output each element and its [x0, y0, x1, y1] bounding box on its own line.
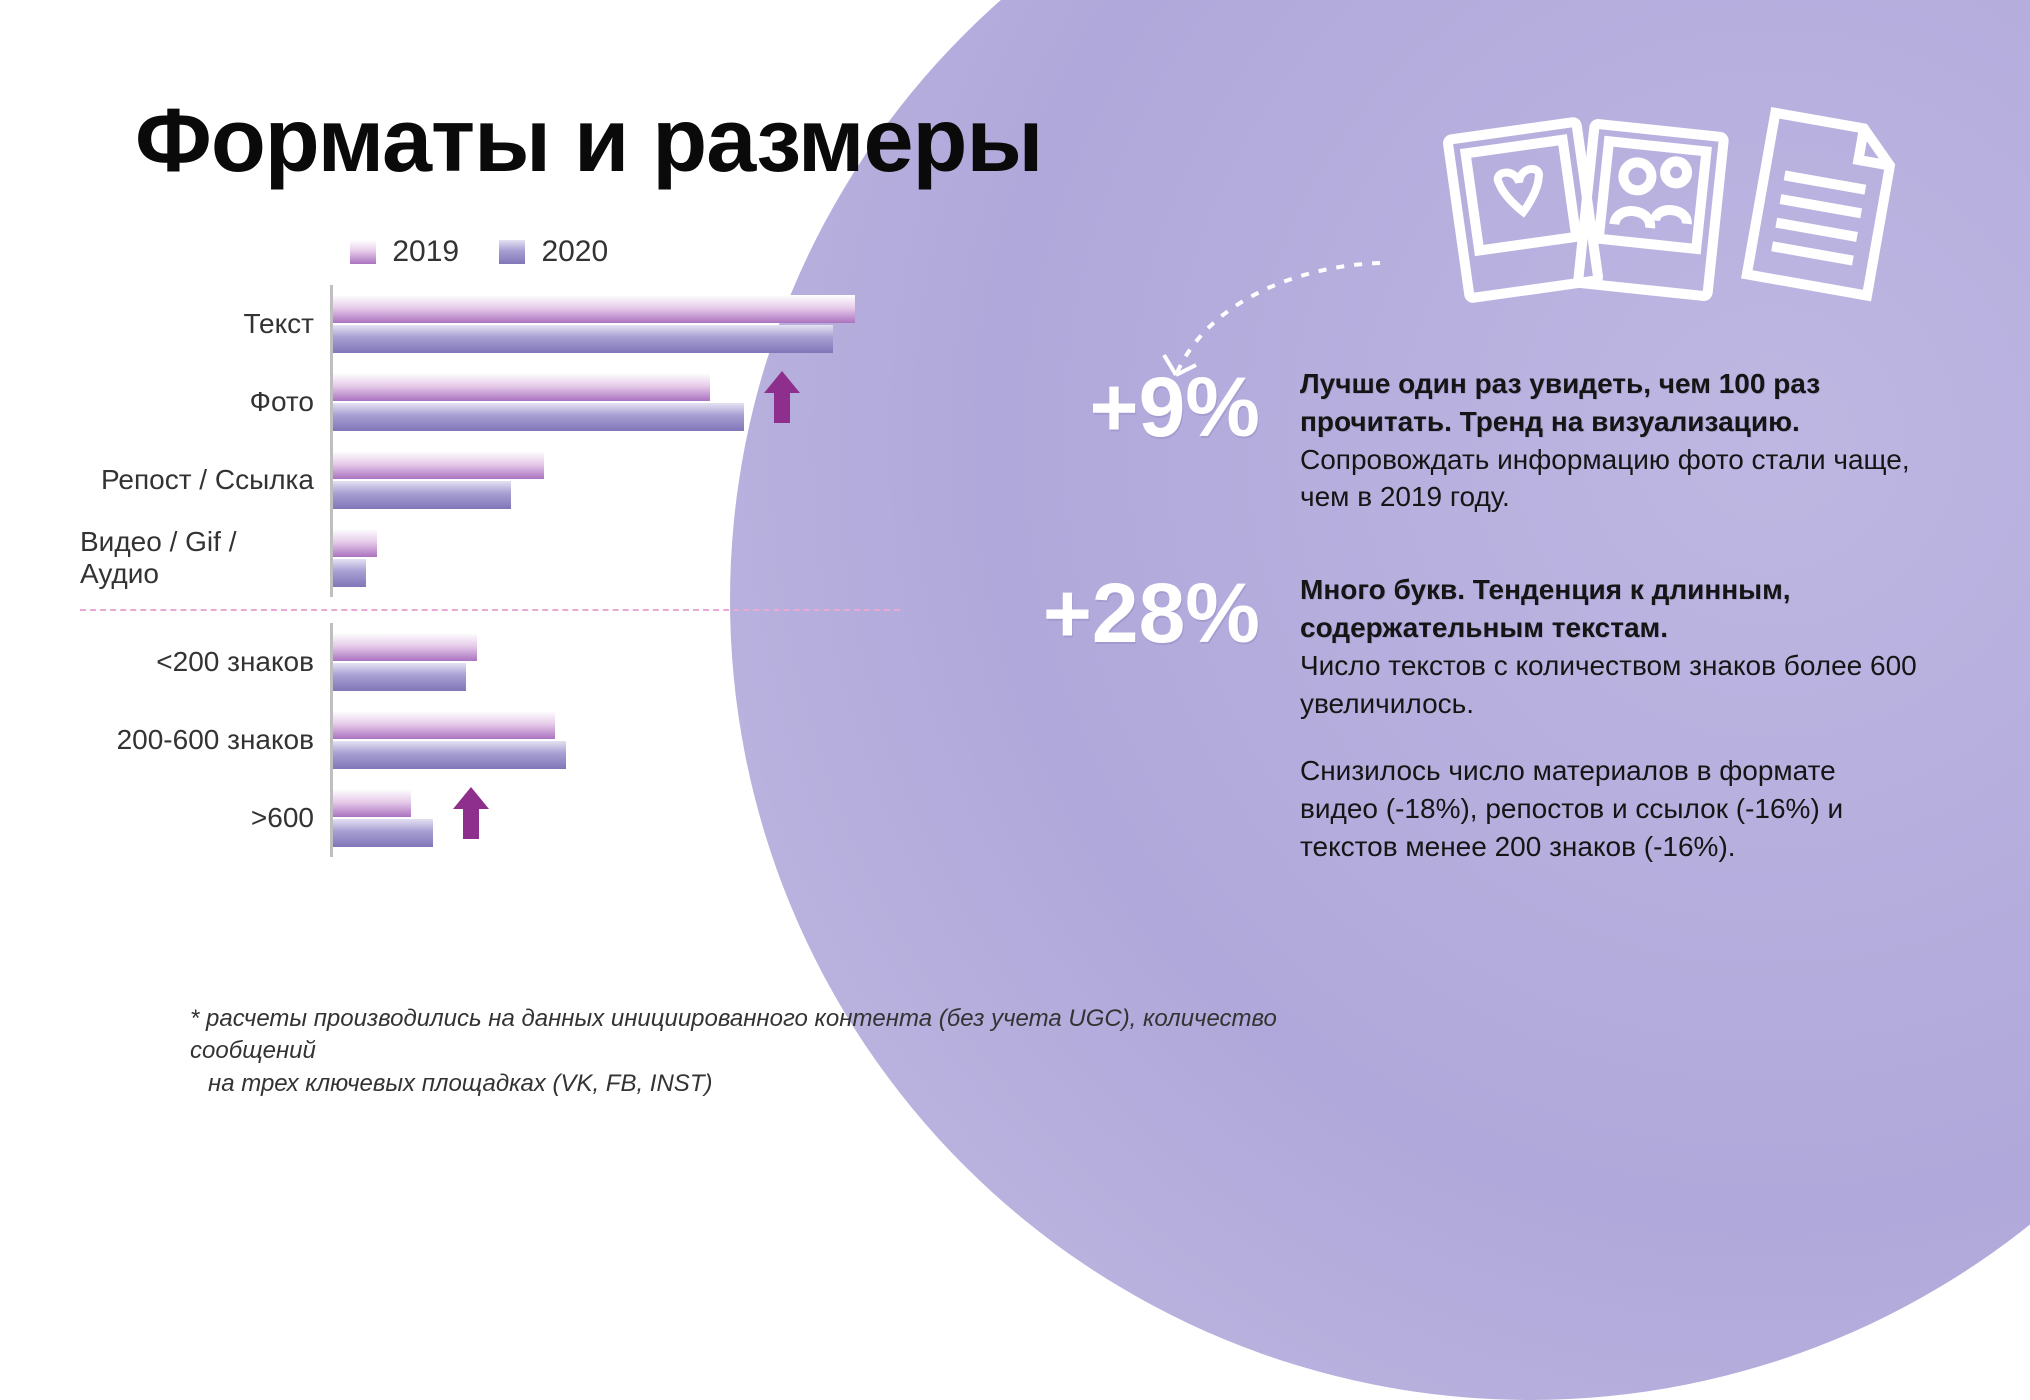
callout-2-body: Число текстов с количеством знаков более… — [1300, 647, 1920, 723]
callout-1-body: Сопровождать информацию фото стали чаще,… — [1300, 441, 1920, 517]
trend-up-arrow-icon — [451, 785, 491, 841]
footnote-line2: на трех ключевых площадках (VK, FB, INST… — [190, 1068, 1390, 1100]
callout-2-extra: Снизилось число материалов в формате вид… — [1300, 752, 1920, 865]
bar-2020 — [333, 559, 366, 587]
bar-2019 — [333, 295, 855, 323]
bar-2019 — [333, 373, 710, 401]
chart-category-label: Фото — [250, 363, 314, 441]
bar-2020 — [333, 663, 466, 691]
legend-item-2019: 2019 — [350, 235, 459, 269]
footnote-line1: * расчеты производились на данных иниции… — [190, 1003, 1390, 1068]
callouts: +9% Лучше один раз увидеть, чем 100 раз … — [980, 365, 1930, 921]
legend-swatch-2019 — [350, 240, 376, 264]
bar-2020 — [333, 481, 511, 509]
chart-legend: 2019 2020 — [350, 235, 608, 269]
callout-2: +28% Много букв. Тенденция к длинным, со… — [980, 571, 1930, 866]
trend-up-arrow-icon — [762, 369, 802, 425]
chart-category-label: <200 знаков — [156, 623, 314, 701]
chart-row — [333, 285, 900, 363]
chart-row — [333, 779, 900, 857]
photo-people-icon — [1567, 113, 1735, 308]
callout-2-headline: Много букв. Тенденция к длинным, содержа… — [1300, 571, 1920, 647]
bar-2019 — [333, 633, 477, 661]
bar-2019 — [333, 529, 377, 557]
chart-row — [333, 519, 900, 597]
chart-row — [333, 701, 900, 779]
chart-category-label: Текст — [244, 285, 315, 363]
chart-category-label: Репост / Ссылка — [101, 441, 314, 519]
chart-formats: ТекстФотоРепост / СсылкаВидео / Gif / Ау… — [80, 285, 900, 597]
chart-category-label: 200-600 знаков — [117, 701, 314, 779]
chart-sizes: <200 знаков200-600 знаков>600 — [80, 623, 900, 857]
callout-2-pct: +28% — [980, 571, 1260, 866]
chart-divider — [80, 609, 900, 611]
bar-2020 — [333, 403, 744, 431]
legend-item-2020: 2020 — [499, 235, 608, 269]
chart-row — [333, 363, 900, 441]
document-icon — [1725, 98, 1916, 313]
legend-label-2019: 2019 — [392, 235, 459, 268]
legend-label-2020: 2020 — [541, 235, 608, 268]
chart-row — [333, 623, 900, 701]
bar-2020 — [333, 819, 433, 847]
dashed-arrow-icon — [1140, 255, 1400, 415]
footnote: * расчеты производились на данных иниции… — [190, 1003, 1390, 1100]
charts-container: ТекстФотоРепост / СсылкаВидео / Gif / Ау… — [80, 285, 900, 857]
bar-2020 — [333, 741, 566, 769]
legend-swatch-2020 — [499, 240, 525, 264]
bar-2019 — [333, 451, 544, 479]
chart-row — [333, 441, 900, 519]
page-title: Форматы и размеры — [135, 90, 1042, 193]
bar-2019 — [333, 711, 555, 739]
chart-category-label: >600 — [251, 779, 314, 857]
callout-1: +9% Лучше один раз увидеть, чем 100 раз … — [980, 365, 1930, 516]
bar-2020 — [333, 325, 833, 353]
chart-category-label: Видео / Gif / Аудио — [80, 519, 314, 597]
bar-2019 — [333, 789, 411, 817]
header-icons — [1448, 110, 1900, 300]
